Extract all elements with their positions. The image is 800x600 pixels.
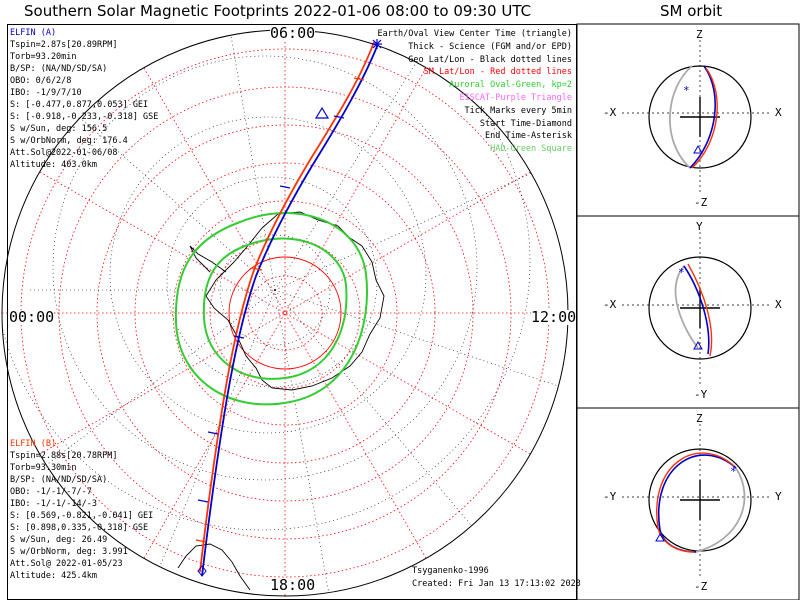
credit-text: Tsyganenko-1996 [412,566,489,576]
panel3-bottom-label: -Z [694,580,708,593]
panel1-left-label: -X [603,106,617,119]
elfin-a-line: Att.Sol@2022-01-06/08 [10,148,118,158]
center-time-triangle [314,106,330,119]
legend-item: Auroral Oval-Green, kp=2 [449,80,572,91]
legend-item: SM Lat/Lon - Red dotted lines [423,67,572,78]
orbit-panel-yz: * Z -Z -Y Y [603,412,782,593]
svg-text:*: * [730,465,737,478]
elfin-b-line: S: [0.569,-0.821,-0.041] GEI [10,511,154,521]
orbit-panel-xy: * Y -Y -X X [603,220,782,401]
panel2-right-label: X [775,298,782,311]
legend-item: Earth/Oval View Center Time (triangle) [377,29,572,39]
elfin-a-line: Torb=93.20min [10,52,77,62]
elfin-a-line: S w/OrbNorm, deg: 176.4 [10,136,128,146]
panel2-top-label: Y [696,220,703,233]
elfin-a-line: Altitude: 403.0km [10,160,97,170]
panel1-bottom-label: -Z [694,196,708,209]
legend-item: HAD-Green Square [490,144,572,155]
orbit-title: SM orbit [660,2,723,20]
elfin-b-line: Altitude: 425.4km [10,571,97,581]
panel2-bottom-label: -Y [694,388,708,401]
elfin-b-info: ELFIN (B) Tspin=2.88s[20.78RPM] Torb=93.… [10,438,153,582]
elfin-a-info: ELFIN (A) Tspin=2.87s[20.89RPM] Torb=93.… [10,27,158,171]
elfin-a-line: OBO: 0/6/2/8 [10,76,72,86]
elfin-a-line: Tspin=2.87s[20.89RPM] [10,40,118,50]
panel3-right-label: Y [775,490,782,503]
auroral-oval-outer [174,212,368,406]
panel1-right-label: X [775,106,782,119]
legend-item: Start Time-Diamond [479,118,572,129]
svg-text:*: * [683,84,690,97]
legend-item: Thick - Science (FGM and/or EPD) [408,41,572,52]
end-asterisk [372,39,382,49]
auroral-ovals [174,212,368,406]
legend-item: EISCAT-Purple Triangle [459,92,572,103]
start-diamond [197,565,207,577]
elfin-a-line: IBO: -1/9/7/10 [10,88,82,98]
elfin-b-line: OBO: -1/-1/-7/-7 [10,487,92,497]
sm-pole-circle [228,256,342,370]
elfin-a-line: S: [-0.918,-0.233,-0.318] GSE [10,112,159,122]
elfin-b-line: Torb=93.30min [10,463,77,473]
elfin-a-track [201,43,379,577]
orbit-panels: * Z -Z -X X * Y -Y -X X [576,23,800,600]
elfin-a-line: S: [-0.477,0.877,0.053] GEI [10,100,149,110]
created-timestamp: Created: Fri Jan 13 17:13:02 2023 [412,579,581,589]
legend: Earth/Oval View Center Time (triangle) T… [378,28,572,156]
panel3-left-label: -Y [603,490,617,503]
clock-label-left: 00:00 [9,308,55,326]
elfin-b-line: S w/Sun, deg: 26.49 [10,535,108,545]
panel2-left-label: -X [603,298,617,311]
legend-item: Tick Marks every 5min [464,105,572,116]
elfin-b-line: IBO: -1/-1/-14/-3 [10,499,97,509]
elfin-b-name: ELFIN (B) [10,439,57,449]
elfin-a-line: S w/Sun, deg: 156.5 [10,124,108,134]
main-title: Southern Solar Magnetic Footprints 2022-… [24,2,532,20]
panel3-top-label: Z [696,412,703,425]
elfin-b-line: Att.Sol@ 2022-01-05/23 [10,559,123,569]
elfin-b-line: S: [0.898,0.335,-0.318] GSE [10,523,149,533]
elfin-b-track [199,41,375,573]
clock-label-right: 12:00 [531,308,577,326]
clock-label-top: 06:00 [270,24,316,42]
svg-text:*: * [678,266,685,279]
auroral-oval-inner [202,237,348,380]
clock-label-bottom: 18:00 [270,576,316,594]
elfin-a-line: B/SP: (NA/ND/SD/SA) [10,64,108,74]
legend-item: End Time-Asterisk [485,131,572,142]
elfin-b-line: B/SP: (NA/ND/SD/SA) [10,475,108,485]
legend-item: Geo Lat/Lon - Black dotted lines [408,54,572,65]
track-tick-marks [195,77,365,543]
elfin-a-name: ELFIN (A) [10,28,57,38]
elfin-b-line: S w/OrbNorm, deg: 3.991 [10,547,128,557]
orbit-panel-xz: * Z -Z -X X [603,28,782,209]
panel1-top-label: Z [696,28,703,41]
elfin-b-line: Tspin=2.88s[20.78RPM] [10,451,118,461]
south-america-tip [177,543,251,591]
